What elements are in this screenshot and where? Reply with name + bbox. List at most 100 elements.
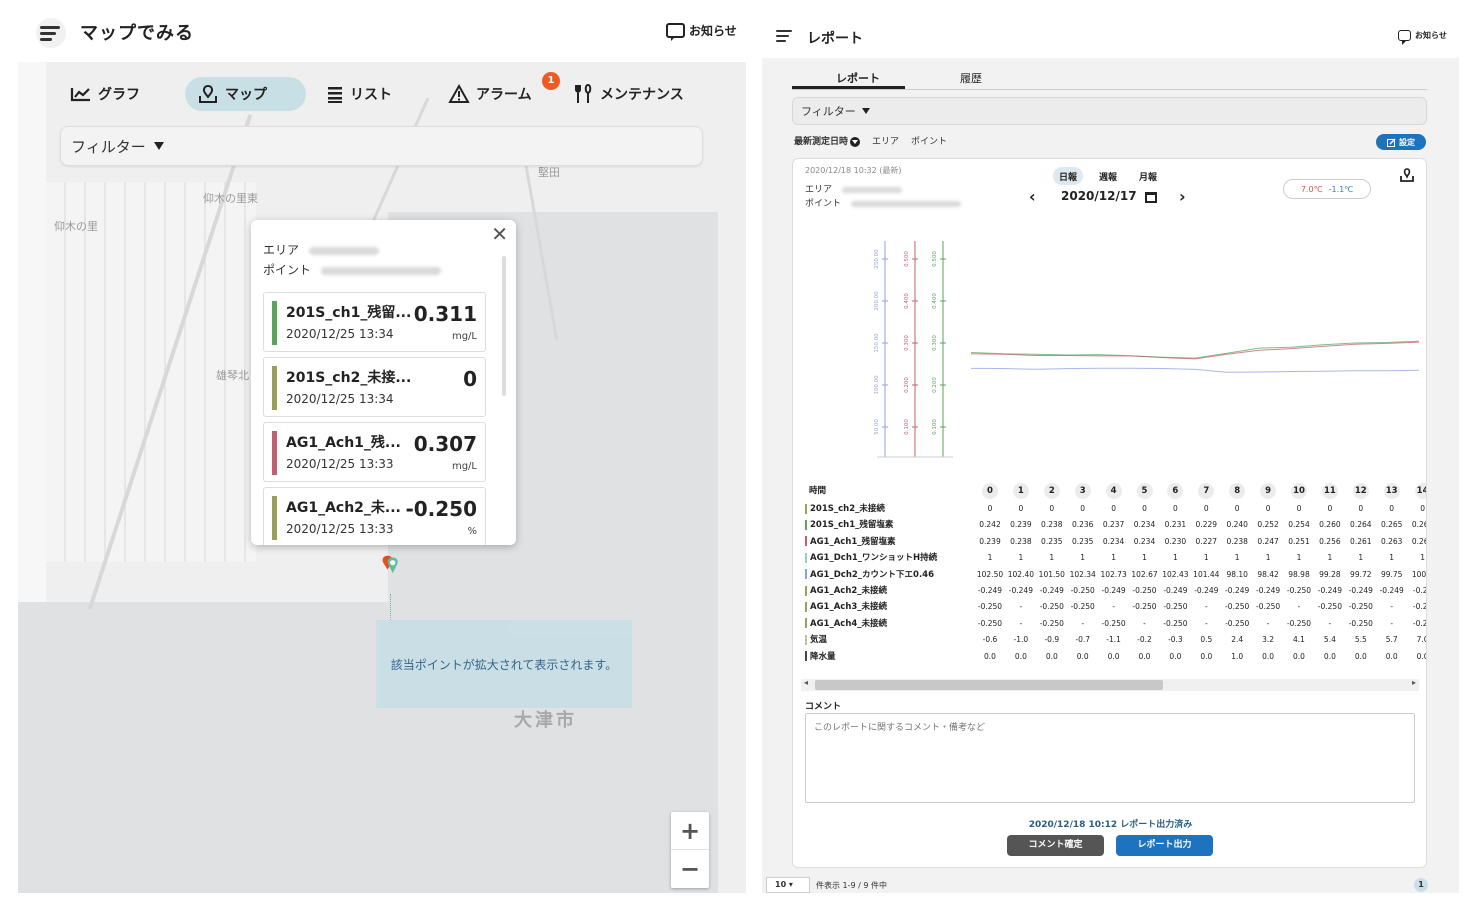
table-cell: 0.0	[1107, 651, 1120, 661]
map-view[interactable]: 仰木の里東 仰木の里 堅田 雄琴北 大津市 グラフ マップ リスト	[18, 62, 746, 893]
next-date-button[interactable]: ›	[1179, 187, 1186, 206]
table-cell: -	[1204, 618, 1208, 628]
table-h-scrollbar[interactable]: ◂ ▸	[801, 678, 1419, 691]
close-icon[interactable]: ✕	[491, 222, 508, 246]
table-cell: 0.0	[1416, 651, 1426, 661]
table-cell: 0.236	[1071, 520, 1094, 530]
setting-button[interactable]: 設定	[1376, 134, 1426, 150]
sensor-card[interactable]: 201S_ch2_未接... 2020/12/25 13:34 0	[263, 357, 486, 417]
table-row-label: AG1_Dch2_カウント下エ0.46	[805, 567, 934, 583]
series-line-0	[970, 340, 1420, 359]
sort-latest[interactable]: 最新測定日時	[794, 134, 861, 147]
tab-graph[interactable]: グラフ	[58, 77, 152, 111]
sub-filter-area[interactable]: エリア	[872, 137, 900, 147]
table-cell: 5.7	[1385, 635, 1398, 645]
table-cell: 0.230	[1164, 536, 1187, 546]
series-line-2	[970, 367, 1420, 373]
table-cell: 1	[1018, 553, 1024, 563]
table-cell: 0	[1358, 504, 1364, 513]
table-cell: -0.250	[1163, 618, 1188, 628]
table-cell: 3.2	[1262, 635, 1275, 645]
calendar-icon[interactable]	[1145, 192, 1157, 203]
tab-history[interactable]: 履歴	[960, 72, 982, 85]
y-tick-label: 0.100	[932, 419, 938, 435]
temperature-range: 7.0℃ -1.1℃	[1283, 179, 1371, 199]
table-cell: 0.238	[1010, 536, 1032, 546]
sensor-card[interactable]: AG1_Ach1_残... 2020/12/25 13:33 0.307 mg/…	[263, 422, 486, 482]
sub-filter-point[interactable]: ポイント	[911, 137, 948, 147]
table-cell: -0.250	[1286, 618, 1312, 628]
table-cell: 1	[1142, 553, 1147, 563]
comment-field[interactable]	[805, 713, 1415, 803]
tools-icon	[575, 84, 592, 103]
table-cell: 0.0	[1293, 651, 1305, 661]
trend-chart: 250.00 200.00 150.00 100.00 50.00 0.500 0.400 0…	[874, 241, 1420, 458]
confirm-comment-button[interactable]: コメント確定	[1007, 835, 1104, 856]
zoom-out-button[interactable]: −	[679, 855, 701, 883]
table-cell: 0	[1173, 504, 1178, 513]
scroll-left-icon[interactable]: ◂	[804, 678, 809, 687]
table-cell: -0.9	[1044, 635, 1060, 645]
table-cell: 1	[1203, 553, 1209, 563]
notice-label: お知らせ	[689, 24, 737, 38]
table-cell: 1	[987, 553, 993, 563]
filter-dropdown[interactable]: フィルター	[792, 97, 1427, 125]
tab-maintenance[interactable]: メンテナンス	[562, 77, 696, 111]
tab-report[interactable]: レポート	[836, 72, 880, 85]
row-label-text: 201S_ch1_残留塩素	[810, 520, 894, 531]
prev-date-button[interactable]: ‹	[1029, 187, 1036, 206]
table-cell: 1	[1173, 553, 1178, 563]
sensor-card[interactable]: AG1_Ach2_未... 2020/12/25 13:33 -0.250 %	[263, 487, 486, 545]
map-label: 仰木の里	[54, 220, 98, 233]
table-cell: 99.75	[1380, 569, 1403, 579]
period-monthly[interactable]: 月報	[1139, 172, 1158, 183]
table-cell: 0.239	[979, 536, 1001, 546]
table-cell: -0.249	[1163, 586, 1188, 595]
sensor-card[interactable]: 201S_ch1_残留... 2020/12/25 13:34 0.311 mg…	[263, 292, 486, 352]
popup-scrollbar[interactable]	[502, 256, 506, 396]
table-cell: 1	[1358, 553, 1364, 563]
menu-button[interactable]	[36, 18, 66, 48]
filter-dropdown[interactable]: フィルター	[60, 126, 703, 166]
notice-button[interactable]: お知らせ	[666, 22, 737, 41]
table-cell: 1	[1327, 553, 1333, 563]
table-cell: -	[1019, 618, 1023, 628]
active-tab-indicator	[792, 86, 905, 89]
notice-button[interactable]: お知らせ	[1398, 30, 1447, 45]
table-cell: -0.249	[1008, 586, 1033, 595]
scroll-right-icon[interactable]: ▸	[1411, 678, 1416, 687]
page-number[interactable]: 1	[1414, 878, 1428, 892]
report-date: 2020/12/17	[1061, 189, 1137, 203]
table-cell: 0.235	[1071, 536, 1094, 546]
per-page-select[interactable]: 10 ▾	[766, 877, 810, 893]
zoom-in-button[interactable]: +	[671, 812, 709, 850]
table-cell: 0.5	[1200, 635, 1213, 645]
table-cell: 0.235	[1041, 536, 1063, 546]
table-cell: -0.6	[982, 635, 998, 645]
table-row-label: AG1_Ach3_未接続	[805, 599, 887, 615]
period-weekly[interactable]: 週報	[1099, 172, 1118, 183]
notice-label: お知らせ	[1415, 31, 1447, 40]
y-tick-label: 0.500	[904, 251, 910, 267]
caret-down-icon	[153, 142, 164, 150]
tab-alarm[interactable]: アラーム	[436, 77, 544, 111]
table-cell: 0	[1389, 504, 1395, 513]
table-row-label: AG1_Ach2_未接続	[805, 583, 887, 599]
y-tick-label: 100.00	[874, 375, 880, 395]
hour-header: 3	[1074, 483, 1091, 499]
table-cell: -0.249	[1317, 586, 1342, 595]
export-report-button[interactable]: レポート出力	[1116, 835, 1213, 856]
table-cell: 0	[1142, 504, 1147, 513]
table-cell: -	[1297, 602, 1301, 612]
table-cell: 0.234	[1133, 520, 1156, 530]
tab-map[interactable]: マップ	[185, 77, 306, 111]
period-daily[interactable]: 日報	[1053, 167, 1084, 185]
map-marker-icon[interactable]	[378, 554, 404, 580]
download-icon[interactable]	[1399, 167, 1415, 183]
row-label-text: AG1_Ach4_未接続	[810, 618, 888, 629]
table-cell: 0	[1203, 504, 1209, 513]
zoom-control: + −	[671, 812, 709, 888]
series-color-marker	[805, 585, 807, 596]
tab-list[interactable]: リスト	[314, 77, 404, 111]
menu-button[interactable]	[776, 30, 794, 44]
